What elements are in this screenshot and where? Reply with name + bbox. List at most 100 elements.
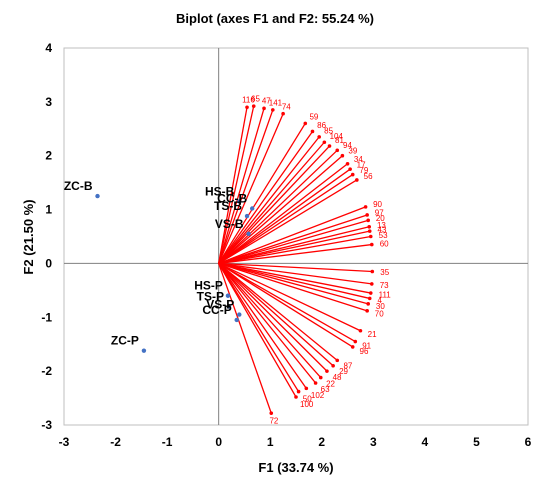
variable-vector-line	[218, 109, 274, 264]
variable-label: 59	[309, 113, 318, 122]
variable-vector-point	[369, 282, 374, 286]
x-tick-label: 2	[318, 435, 325, 449]
variable-label: 85	[324, 127, 333, 136]
chart-title: Biplot (axes F1 and F2: 55.24 %)	[176, 11, 374, 26]
variable-label: 94	[343, 141, 352, 150]
y-tick-label: 2	[45, 149, 52, 163]
variable-vector-point	[340, 153, 345, 158]
variable-label: 4	[378, 296, 383, 305]
variable-vector-point	[350, 345, 355, 349]
variable-label: 13	[377, 221, 386, 230]
x-tick-label: 3	[370, 435, 377, 449]
variable-vector-point	[365, 309, 369, 313]
variable-vector-point	[251, 104, 256, 108]
observation-point	[237, 199, 242, 204]
variable-label: 70	[375, 309, 384, 318]
variable-vector-point	[358, 328, 363, 333]
variable-vector-line	[218, 155, 343, 264]
variable-label: 72	[269, 417, 278, 426]
variable-vector-line	[218, 145, 330, 264]
variable-vector-line	[218, 149, 338, 264]
observation-point	[141, 348, 147, 353]
variable-vector-line	[218, 262, 356, 343]
plot-frame	[63, 47, 529, 426]
variable-vector-line	[218, 226, 370, 265]
variable-vector-line	[218, 179, 358, 264]
observation-point	[95, 193, 100, 199]
variable-label: 116	[242, 95, 255, 104]
variable-vector-line	[218, 262, 328, 372]
x-tick-label: -2	[110, 435, 121, 449]
variable-vector-point	[363, 205, 368, 209]
variable-vector-line	[218, 262, 368, 312]
observation-points: ZC-B HS-BCC-BTS-B VS-B HS-PTS-PVS-PCC-P ZC-P	[64, 179, 255, 353]
variable-label: 104	[330, 132, 344, 141]
x-tick-label: 5	[473, 435, 480, 449]
variable-vector-line	[218, 108, 265, 264]
variable-vector-line	[218, 214, 368, 265]
y-tick-label: 4	[45, 41, 52, 55]
variable-label: 86	[317, 121, 326, 130]
observation-label: CC-P	[202, 303, 231, 317]
variable-label: 111	[379, 291, 392, 300]
observation-label: TS-P	[197, 290, 224, 304]
variable-vector-line	[218, 262, 372, 285]
variable-vector-point	[368, 291, 373, 295]
variable-vector-point	[269, 411, 274, 415]
y-tick-labels: -3 -2 -1 0 1 2 3 4	[41, 41, 52, 432]
y-axis-title: F2 (21.50 %)	[21, 199, 36, 274]
y-tick-label: 0	[45, 256, 52, 270]
variable-vector-line	[218, 262, 334, 367]
variable-label: 56	[364, 172, 373, 181]
x-axis-title: F1 (33.74 %)	[258, 460, 333, 475]
variable-label: 87	[343, 361, 352, 370]
observation-point	[234, 317, 239, 323]
variable-vector-point	[335, 148, 340, 153]
variable-vector-point	[345, 161, 350, 166]
variable-vector-point	[335, 358, 340, 363]
variable-vectors	[218, 104, 375, 415]
variable-label: 50	[303, 394, 312, 403]
variable-vector-point	[310, 129, 315, 134]
observation-label: VS-P	[206, 298, 234, 312]
y-tick-label: 1	[45, 203, 52, 217]
y-tick-label: -3	[41, 418, 52, 432]
variable-vector-line	[218, 113, 284, 264]
variable-vector-line	[218, 163, 348, 264]
variable-label: 29	[339, 367, 348, 376]
variable-vector-line	[218, 230, 370, 265]
variable-vector-point	[313, 381, 318, 385]
observation-label: CC-B	[217, 191, 247, 205]
observation-point	[246, 231, 251, 237]
variable-vector-line	[218, 262, 369, 305]
variable-vector-point	[369, 242, 374, 247]
variable-vector-point	[245, 105, 249, 110]
variable-vector-point	[367, 296, 372, 301]
variable-vector-line	[218, 235, 371, 265]
variable-label: 102	[311, 391, 325, 400]
variable-vector-point	[327, 144, 332, 148]
variable-vector-point	[368, 234, 373, 239]
variable-label: 30	[376, 302, 385, 311]
variable-vector-point	[367, 225, 372, 229]
variable-label: 81	[335, 136, 344, 145]
variable-label: 97	[375, 208, 384, 217]
variable-vector-point	[367, 229, 372, 233]
observation-label: HS-P	[194, 279, 223, 293]
variable-vector-point	[281, 111, 285, 116]
variable-vector-point	[317, 135, 322, 139]
y-tick-label: 3	[45, 95, 52, 109]
variable-label: 73	[380, 281, 389, 290]
variable-vector-line	[218, 262, 338, 361]
variable-vector-point	[348, 167, 352, 171]
variable-label: 91	[362, 341, 371, 350]
variable-vector-point	[318, 375, 323, 380]
variable-vector-line	[218, 262, 371, 294]
observation-label: ZC-P	[111, 334, 139, 348]
variable-label: 90	[373, 200, 382, 209]
variable-label: 35	[380, 268, 389, 277]
variable-vector-line	[218, 106, 255, 264]
